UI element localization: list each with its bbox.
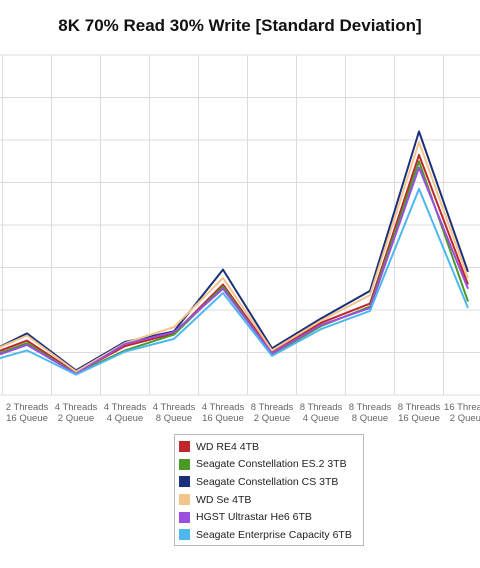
legend-item: Seagate Constellation CS 3TB [179,473,359,491]
series-line-2 [0,130,469,372]
x-tick-label: 2 Queue [450,413,480,424]
x-tick-label: 8 Threads [251,402,294,413]
x-tick-label: 8 Queue [156,413,192,424]
legend-label: Seagate Constellation ES.2 3TB [196,458,347,471]
x-tick-label: 8 Threads [349,402,392,413]
legend-label: HGST Ultrastar He6 6TB [196,511,312,524]
legend-swatch [179,441,190,453]
series-lines [0,130,469,376]
x-tick-label: 4 Threads [104,402,147,413]
legend-item: WD Se 4TB [179,491,359,509]
x-tick-label: 4 Threads [202,402,245,413]
legend-item: Seagate Constellation ES.2 3TB [179,456,359,474]
legend-label: WD Se 4TB [196,493,252,506]
legend-swatch [179,476,190,488]
x-tick-label: 4 Threads [153,402,196,413]
x-tick-label: 2 Queue [58,413,94,424]
x-tick-label: 2 Queue [254,413,290,424]
series-line-5 [0,187,469,376]
chart-title: 8K 70% Read 30% Write [Standard Deviatio… [58,16,422,35]
legend-item: HGST Ultrastar He6 6TB [179,508,359,526]
legend-label: Seagate Enterprise Capacity 6TB [196,528,352,541]
x-tick-label: 4 Threads [55,402,98,413]
x-tick-label: 8 Threads [300,402,343,413]
legend-swatch [179,529,190,541]
x-tick-label: 16 Queue [6,413,48,424]
x-tick-label: 2 Threads [6,402,49,413]
legend-label: Seagate Constellation CS 3TB [196,475,339,488]
legend-item: WD RE4 4TB [179,438,359,456]
legend-swatch [179,458,190,470]
series-line-4 [0,166,469,375]
gridlines [0,54,480,396]
series-line-0 [0,153,469,374]
x-tick-label: 4 Queue [107,413,143,424]
x-tick-label: 16 Queue [202,413,244,424]
x-tick-label: 8 Queue [352,413,388,424]
legend: WD RE4 4TB Seagate Constellation ES.2 3TB… [174,434,364,546]
x-tick-label: 16 Queue [398,413,440,424]
legend-item: Seagate Enterprise Capacity 6TB [179,526,359,544]
x-tick-label: 4 Queue [303,413,339,424]
series-line-3 [0,141,469,373]
x-tick-label: 8 Threads [398,402,441,413]
legend-swatch [179,494,190,506]
x-tick-label: 16 Threads [444,402,480,413]
legend-swatch [179,511,190,523]
legend-label: WD RE4 4TB [196,440,260,453]
